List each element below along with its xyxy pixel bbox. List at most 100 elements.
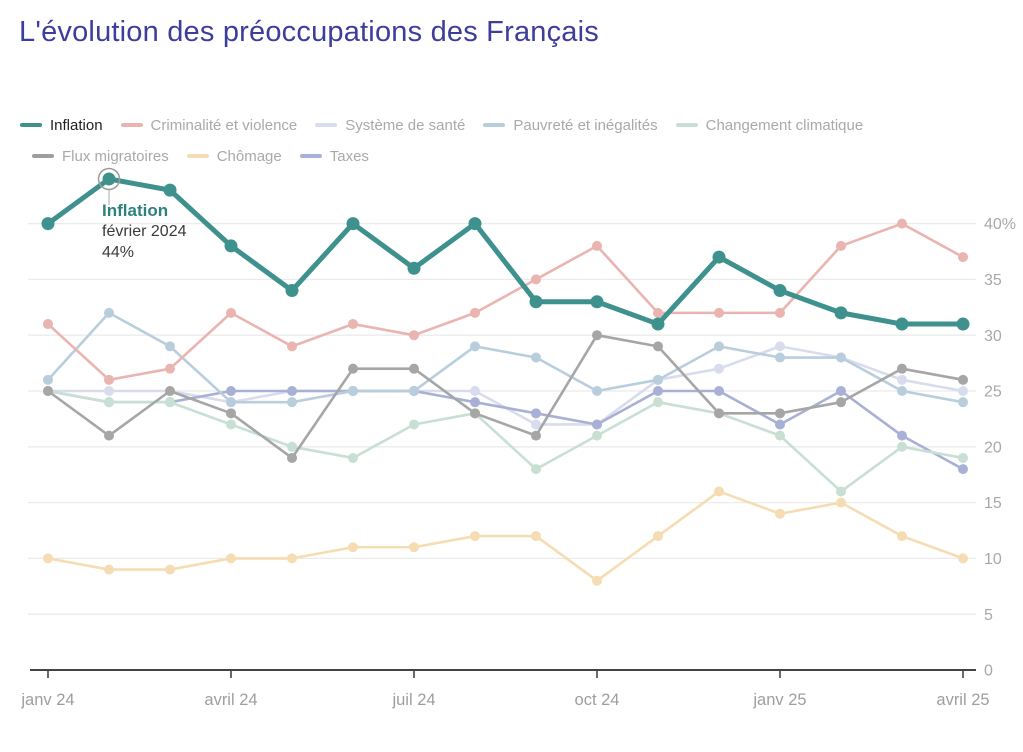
data-point-changement-climatique-4[interactable] xyxy=(287,441,297,452)
data-point-criminalite-et-violence-9[interactable] xyxy=(592,240,602,251)
series-systeme-de-sante[interactable] xyxy=(43,341,968,430)
data-point-chomage-8[interactable] xyxy=(531,531,541,542)
data-point-flux-migratoires-14[interactable] xyxy=(897,363,907,374)
data-point-changement-climatique-12[interactable] xyxy=(775,430,785,441)
data-point-chomage-10[interactable] xyxy=(653,531,663,542)
data-point-flux-migratoires-5[interactable] xyxy=(348,363,358,374)
data-point-criminalite-et-violence-7[interactable] xyxy=(470,307,480,318)
data-point-inflation-15[interactable] xyxy=(956,317,970,331)
data-point-pauvrete-et-inegalites-7[interactable] xyxy=(470,341,480,352)
data-point-flux-migratoires-9[interactable] xyxy=(592,330,602,341)
legend-item-pauvrete-et-inegalites[interactable]: Pauvreté et inégalités xyxy=(471,117,658,134)
data-point-inflation-5[interactable] xyxy=(346,217,360,231)
data-point-chomage-7[interactable] xyxy=(470,531,480,542)
data-point-changement-climatique-8[interactable] xyxy=(531,464,541,475)
data-point-inflation-3[interactable] xyxy=(224,239,238,253)
data-point-taxes-11[interactable] xyxy=(714,386,724,396)
data-point-taxes-3[interactable] xyxy=(226,386,236,396)
data-point-criminalite-et-violence-12[interactable] xyxy=(775,307,785,318)
data-point-taxes-10[interactable] xyxy=(653,386,663,396)
data-point-inflation-2[interactable] xyxy=(163,183,177,197)
data-point-inflation-14[interactable] xyxy=(895,317,909,331)
data-point-changement-climatique-15[interactable] xyxy=(958,452,968,463)
series-taxes[interactable] xyxy=(43,386,968,475)
data-point-pauvrete-et-inegalites-12[interactable] xyxy=(775,352,785,363)
data-point-flux-migratoires-2[interactable] xyxy=(165,386,175,396)
data-point-pauvrete-et-inegalites-3[interactable] xyxy=(226,397,236,408)
series-inflation[interactable] xyxy=(41,172,970,331)
data-point-flux-migratoires-0[interactable] xyxy=(43,386,53,396)
data-point-inflation-8[interactable] xyxy=(529,295,543,309)
data-point-pauvrete-et-inegalites-6[interactable] xyxy=(409,386,419,396)
data-point-criminalite-et-violence-5[interactable] xyxy=(348,319,358,330)
data-point-inflation-4[interactable] xyxy=(285,284,299,298)
data-point-criminalite-et-violence-10[interactable] xyxy=(653,307,663,318)
data-point-chomage-11[interactable] xyxy=(714,486,724,497)
data-point-taxes-15[interactable] xyxy=(958,464,968,475)
data-point-inflation-9[interactable] xyxy=(590,295,604,309)
data-point-chomage-3[interactable] xyxy=(226,553,236,564)
legend-item-systeme-de-sante[interactable]: Système de santé xyxy=(303,117,465,134)
data-point-pauvrete-et-inegalites-4[interactable] xyxy=(287,397,297,408)
data-point-criminalite-et-violence-2[interactable] xyxy=(165,363,175,374)
data-point-changement-climatique-14[interactable] xyxy=(897,441,907,452)
data-point-flux-migratoires-7[interactable] xyxy=(470,408,480,419)
data-point-criminalite-et-violence-11[interactable] xyxy=(714,307,724,318)
data-point-pauvrete-et-inegalites-11[interactable] xyxy=(714,341,724,352)
data-point-pauvrete-et-inegalites-14[interactable] xyxy=(897,386,907,396)
data-point-chomage-2[interactable] xyxy=(165,564,175,575)
data-point-criminalite-et-violence-0[interactable] xyxy=(43,319,53,330)
data-point-systeme-de-sante-12[interactable] xyxy=(775,341,785,352)
data-point-systeme-de-sante-1[interactable] xyxy=(104,386,114,396)
data-point-criminalite-et-violence-8[interactable] xyxy=(531,274,541,285)
data-point-pauvrete-et-inegalites-8[interactable] xyxy=(531,352,541,363)
data-point-chomage-5[interactable] xyxy=(348,542,358,553)
data-point-inflation-12[interactable] xyxy=(773,284,787,298)
data-point-pauvrete-et-inegalites-9[interactable] xyxy=(592,386,602,396)
data-point-taxes-7[interactable] xyxy=(470,397,480,408)
data-point-pauvrete-et-inegalites-1[interactable] xyxy=(104,307,114,318)
data-point-criminalite-et-violence-14[interactable] xyxy=(897,218,907,229)
data-point-inflation-7[interactable] xyxy=(468,217,482,231)
data-point-chomage-0[interactable] xyxy=(43,553,53,564)
data-point-chomage-14[interactable] xyxy=(897,531,907,542)
data-point-flux-migratoires-1[interactable] xyxy=(104,430,114,441)
series-criminalite-et-violence[interactable] xyxy=(43,218,968,385)
data-point-systeme-de-sante-7[interactable] xyxy=(470,386,480,396)
data-point-pauvrete-et-inegalites-5[interactable] xyxy=(348,386,358,396)
data-point-criminalite-et-violence-3[interactable] xyxy=(226,307,236,318)
data-point-flux-migratoires-8[interactable] xyxy=(531,430,541,441)
data-point-taxes-13[interactable] xyxy=(836,386,846,396)
data-point-changement-climatique-13[interactable] xyxy=(836,486,846,497)
data-point-chomage-12[interactable] xyxy=(775,508,785,519)
series-flux-migratoires[interactable] xyxy=(43,330,968,463)
data-point-inflation-1[interactable] xyxy=(102,172,116,186)
data-point-systeme-de-sante-14[interactable] xyxy=(897,374,907,385)
data-point-chomage-4[interactable] xyxy=(287,553,297,564)
data-point-criminalite-et-violence-4[interactable] xyxy=(287,341,297,352)
data-point-inflation-0[interactable] xyxy=(41,217,55,231)
data-point-taxes-9[interactable] xyxy=(592,419,602,430)
data-point-changement-climatique-3[interactable] xyxy=(226,419,236,430)
legend-item-inflation[interactable]: Inflation xyxy=(20,117,103,134)
data-point-changement-climatique-9[interactable] xyxy=(592,430,602,441)
data-point-flux-migratoires-4[interactable] xyxy=(287,452,297,463)
legend-item-criminalite-et-violence[interactable]: Criminalité et violence xyxy=(109,117,297,134)
data-point-taxes-8[interactable] xyxy=(531,408,541,419)
data-point-changement-climatique-2[interactable] xyxy=(165,397,175,408)
legend-item-flux-migratoires[interactable]: Flux migratoires xyxy=(20,148,169,165)
data-point-criminalite-et-violence-13[interactable] xyxy=(836,240,846,251)
data-point-changement-climatique-10[interactable] xyxy=(653,397,663,408)
data-point-flux-migratoires-13[interactable] xyxy=(836,397,846,408)
data-point-chomage-9[interactable] xyxy=(592,575,602,586)
legend-item-changement-climatique[interactable]: Changement climatique xyxy=(664,117,863,134)
data-point-taxes-12[interactable] xyxy=(775,419,785,430)
series-chomage[interactable] xyxy=(43,486,968,586)
data-point-flux-migratoires-12[interactable] xyxy=(775,408,785,419)
data-point-flux-migratoires-15[interactable] xyxy=(958,374,968,385)
data-point-changement-climatique-5[interactable] xyxy=(348,452,358,463)
data-point-systeme-de-sante-11[interactable] xyxy=(714,363,724,374)
data-point-changement-climatique-1[interactable] xyxy=(104,397,114,408)
data-point-flux-migratoires-11[interactable] xyxy=(714,408,724,419)
data-point-pauvrete-et-inegalites-2[interactable] xyxy=(165,341,175,352)
